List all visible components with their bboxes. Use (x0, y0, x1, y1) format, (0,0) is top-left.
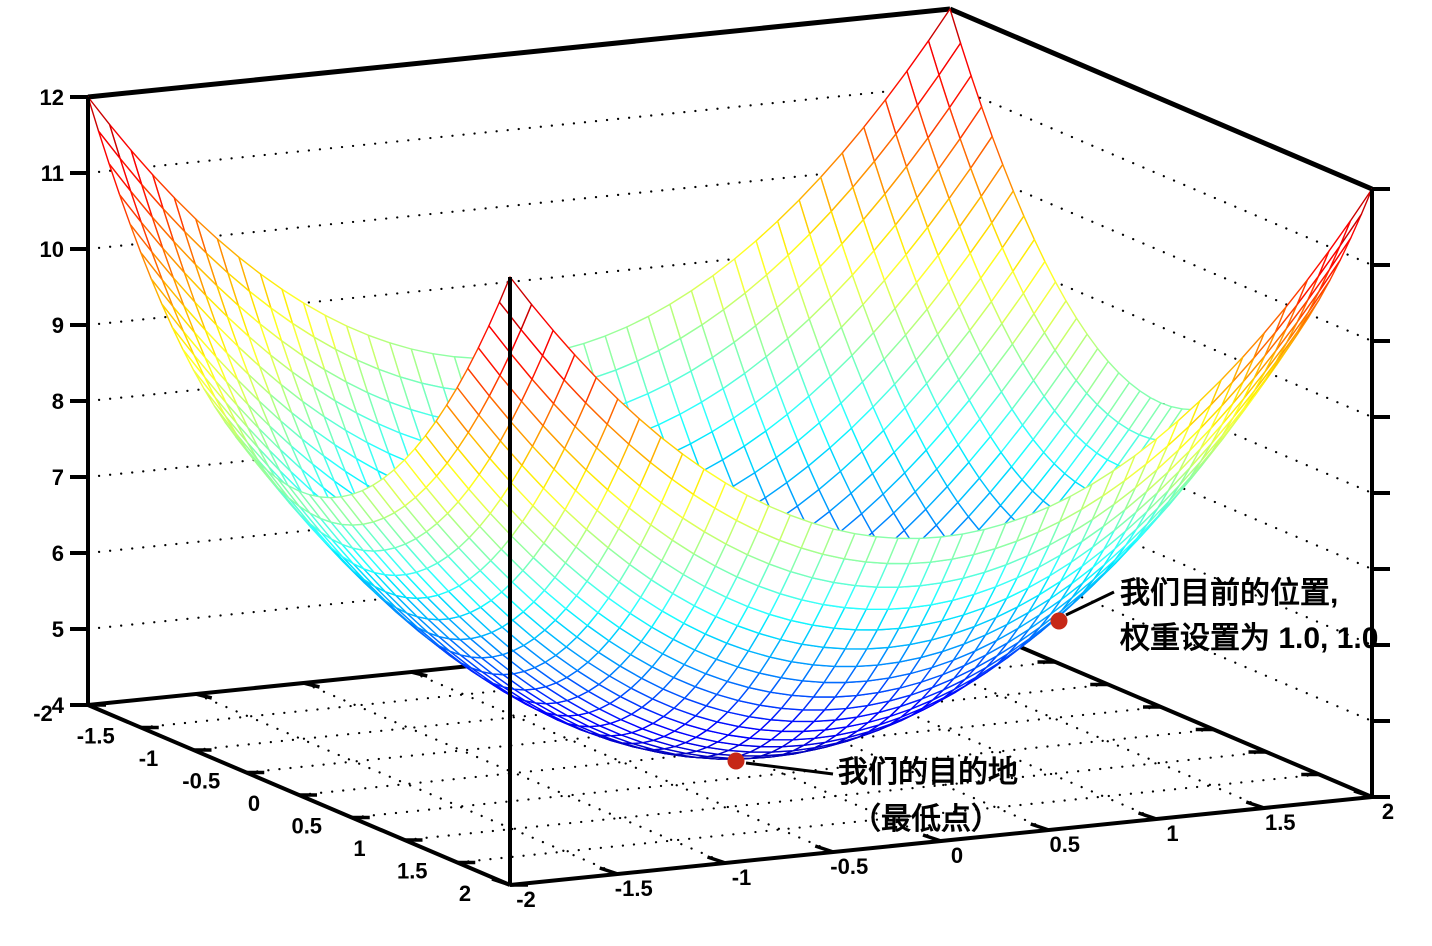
z-tick-label: 10 (40, 237, 64, 262)
annotation-destination-line2: （最低点） (851, 802, 1001, 836)
axes-front-edges (70, 95, 1390, 887)
annotation-leader-line (745, 761, 834, 776)
annotation-destination: 我们的目的地 （最低点） (838, 756, 1018, 836)
y-tick-label: 1.5 (397, 859, 428, 884)
x-tick-label: -2 (516, 887, 536, 912)
y-tick-label: 1 (353, 836, 365, 861)
current-position-marker (1050, 612, 1068, 630)
z-tick-label: 8 (52, 389, 64, 414)
y-tick-label: -1 (139, 746, 159, 771)
y-tick-label: -2 (33, 701, 53, 726)
z-tick-label: 4 (52, 693, 65, 718)
z-tick-label: 7 (52, 465, 64, 490)
destination-marker (727, 752, 745, 770)
z-tick-label: 6 (52, 541, 64, 566)
x-tick-label: 2 (1382, 799, 1394, 824)
x-tick-label: -0.5 (830, 854, 868, 879)
annotation-current-position: 我们目前的位置, 权重设置为 1.0, 1.0 (1119, 576, 1378, 655)
markers (727, 590, 1115, 776)
x-tick-label: -1.5 (615, 876, 653, 901)
annotation-leader-line (1065, 590, 1115, 617)
z-tick-label: 5 (52, 617, 64, 642)
annotation-current-line2: 权重设置为 1.0, 1.0 (1119, 622, 1378, 655)
y-tick-label: -0.5 (182, 769, 220, 794)
y-tick-label: 2 (459, 881, 471, 906)
y-tick-label: 0.5 (291, 814, 322, 839)
x-tick-label: 1 (1166, 821, 1178, 846)
annotation-destination-line1: 我们的目的地 (838, 756, 1018, 789)
x-tick-label: -1 (732, 865, 752, 890)
z-tick-label: 9 (52, 313, 64, 338)
z-tick-label: 11 (41, 161, 64, 186)
y-tick-label: -1.5 (77, 724, 115, 749)
surface-mesh (87, 8, 1373, 760)
x-tick-label: 0 (951, 843, 963, 868)
annotation-current-line1: 我们目前的位置, (1120, 576, 1338, 610)
y-tick-label: 0 (248, 791, 260, 816)
z-tick-label: 12 (40, 85, 64, 110)
x-tick-label: 1.5 (1265, 810, 1296, 835)
x-tick-label: 0.5 (1049, 832, 1080, 857)
